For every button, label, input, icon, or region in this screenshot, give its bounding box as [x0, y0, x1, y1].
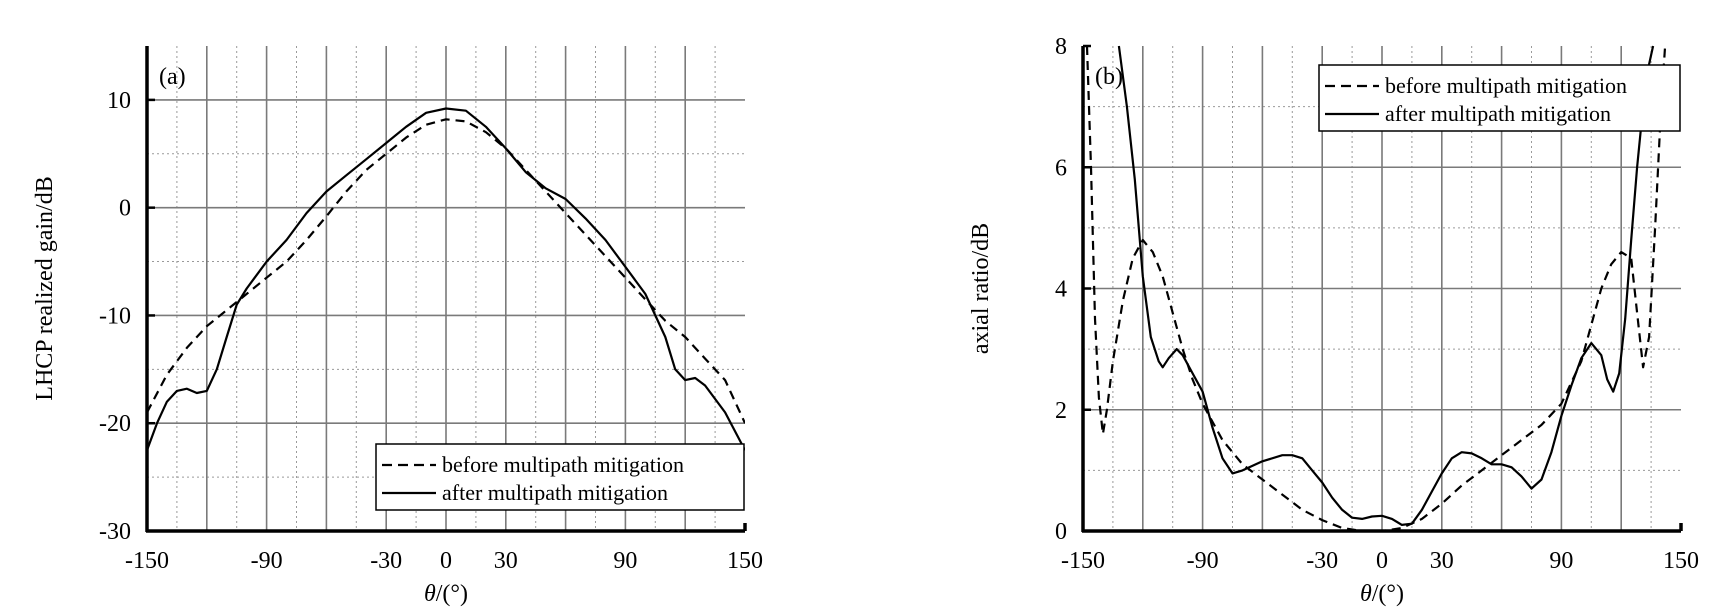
y-tick-label: 2 — [1055, 398, 1067, 424]
y-tick-label: 6 — [1055, 155, 1067, 181]
series-line-before — [147, 118, 745, 424]
series-group — [1085, 45, 1667, 531]
series-line-after — [147, 107, 745, 451]
legend-label: after multipath mitigation — [1385, 101, 1611, 126]
x-axis-title-symbol: θ — [1360, 581, 1372, 607]
y-axis-title: LHCP realized gain/dB — [32, 176, 58, 400]
y-tick-label: 10 — [107, 88, 131, 114]
x-tick-label: -150 — [1061, 548, 1105, 574]
x-tick-label: 30 — [494, 548, 518, 574]
legend-box — [375, 443, 745, 511]
panel-label: (b) — [1095, 64, 1123, 90]
x-axis-title-unit: /(°) — [1372, 581, 1404, 607]
y-tick-label: -10 — [99, 303, 131, 329]
x-tick-label: -90 — [1187, 548, 1219, 574]
x-axis-title-unit: /(°) — [436, 581, 468, 607]
x-tick-label: 30 — [1430, 548, 1454, 574]
x-axis-title-symbol: θ — [424, 581, 436, 607]
series-line-before — [1085, 45, 1667, 531]
x-tick-label: -150 — [125, 548, 169, 574]
series-group — [147, 107, 745, 451]
y-tick-label: 8 — [1055, 34, 1067, 60]
x-tick-label: 90 — [1549, 548, 1573, 574]
chart-panel-b: 0 2 4 6 8 -150 -90 -30 0 30 90 150 θ/(°) axial ratio/… — [968, 34, 1699, 607]
x-tick-label: 90 — [613, 548, 637, 574]
chart-panel-a: -30 -20 -10 0 10 -150 -90 -30 0 30 90 150 θ/(°) LHCP … — [32, 46, 763, 607]
y-tick-label: 0 — [1055, 519, 1067, 545]
legend-label: before multipath mitigation — [1385, 73, 1627, 98]
y-tick-label: 0 — [119, 196, 131, 222]
x-tick-label: -90 — [251, 548, 283, 574]
legend: before multipath mitigation after multipa… — [1318, 64, 1681, 132]
x-tick-label: 0 — [1376, 548, 1388, 574]
legend-box — [1318, 64, 1681, 132]
y-tick-label: -30 — [99, 519, 131, 545]
x-tick-label: -30 — [370, 548, 402, 574]
y-axis-title: axial ratio/dB — [968, 223, 994, 354]
legend-label: after multipath mitigation — [442, 480, 668, 505]
legend-label: before multipath mitigation — [442, 452, 684, 477]
y-tick-label: -20 — [99, 411, 131, 437]
x-tick-label: 0 — [440, 548, 452, 574]
legend: before multipath mitigation after multipa… — [375, 443, 745, 511]
x-tick-label: -30 — [1306, 548, 1338, 574]
x-axis-title: θ/(°) — [424, 581, 468, 607]
x-axis-title: θ/(°) — [1360, 581, 1404, 607]
y-tick-label: 4 — [1055, 277, 1067, 303]
x-tick-label: 150 — [727, 548, 763, 574]
x-tick-label: 150 — [1663, 548, 1699, 574]
panel-label: (a) — [159, 64, 186, 90]
series-line-after — [1117, 45, 1655, 526]
